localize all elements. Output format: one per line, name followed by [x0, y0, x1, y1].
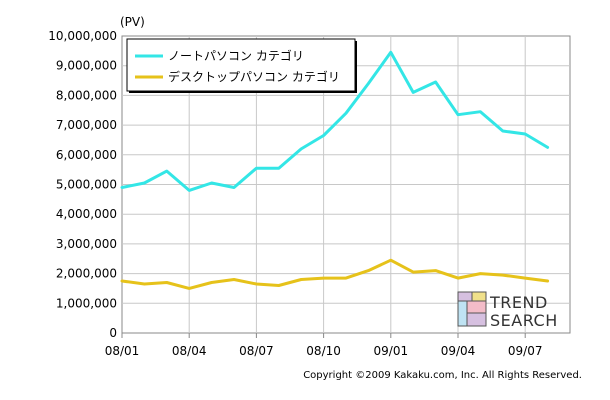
legend: ノートパソコン カテゴリ デスクトップパソコン カテゴリ	[126, 38, 357, 93]
y-tick-label: 2,000,000	[56, 267, 117, 281]
y-unit-label: (PV)	[120, 15, 145, 29]
y-tick-label: 6,000,000	[56, 148, 117, 162]
y-tick-label: 3,000,000	[56, 237, 117, 251]
y-tick-label: 7,000,000	[56, 118, 117, 132]
y-tick-label: 9,000,000	[56, 59, 117, 73]
y-tick-label: 1,000,000	[56, 296, 117, 310]
trend-search-logo-icon	[457, 291, 487, 327]
legend-box	[126, 38, 356, 92]
trend-search-logo: TREND SEARCH	[457, 291, 558, 330]
legend-label-desktop: デスクトップパソコン カテゴリ	[168, 69, 340, 84]
copyright-text: Copyright ©2009 Kakaku.com, Inc. All Rig…	[303, 370, 582, 381]
y-tick-label: 4,000,000	[56, 207, 117, 221]
y-tick-label: 10,000,000	[48, 29, 117, 43]
x-tick-label: 08/04	[172, 344, 207, 358]
y-axis: 0 1,000,000 2,000,000 3,000,000 4,000,000 5,0…	[48, 29, 117, 340]
series-line-1	[120, 258, 550, 290]
y-tick-label: 0	[109, 326, 117, 340]
series-line-0	[120, 50, 550, 192]
series-lines	[120, 50, 550, 290]
x-axis: 08/01 08/04 08/07 08/10 09/01 09/04 09/07	[105, 333, 543, 358]
x-tick-label: 08/07	[239, 344, 274, 358]
trend-search-logo-line2: SEARCH	[490, 311, 558, 330]
x-tick-label: 09/04	[441, 344, 476, 358]
x-tick-label: 09/01	[374, 344, 409, 358]
legend-label-notebook: ノートパソコン カテゴリ	[168, 48, 304, 63]
x-tick-label: 08/10	[306, 344, 341, 358]
y-tick-label: 5,000,000	[56, 178, 117, 192]
trend-search-logo-line1: TREND	[489, 293, 548, 312]
x-tick-label: 09/07	[508, 344, 543, 358]
x-tick-label: 08/01	[105, 344, 140, 358]
y-tick-label: 8,000,000	[56, 88, 117, 102]
